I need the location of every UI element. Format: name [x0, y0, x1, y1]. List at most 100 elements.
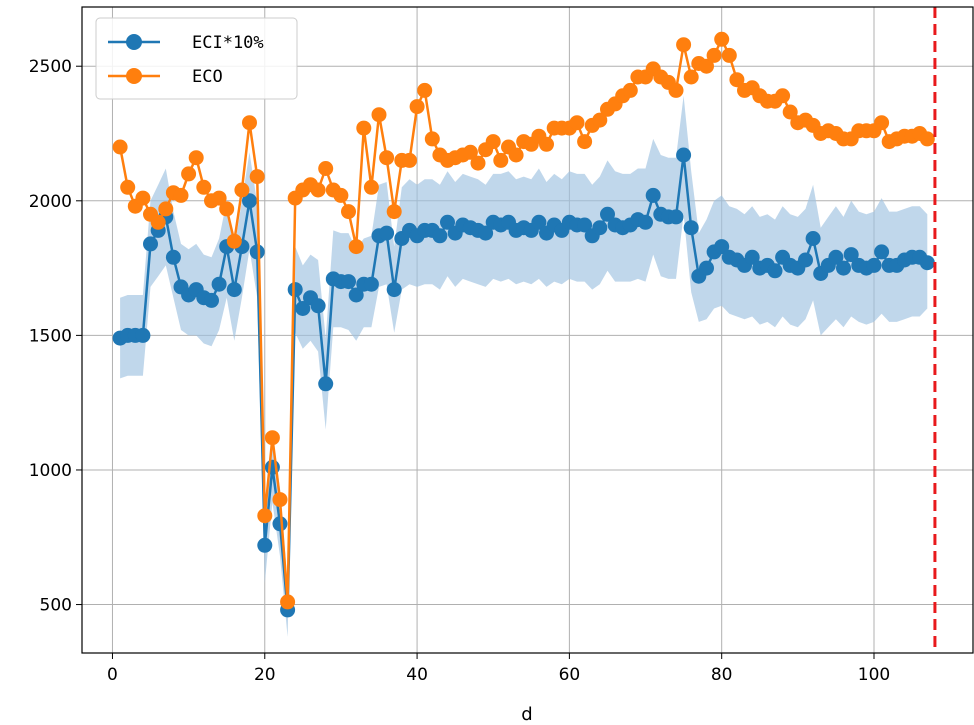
data-point	[828, 249, 844, 265]
data-point	[310, 182, 326, 198]
data-point	[356, 120, 372, 136]
data-point	[843, 247, 859, 263]
data-point	[409, 99, 425, 115]
data-point	[219, 201, 235, 217]
data-point	[699, 58, 714, 74]
data-point	[874, 115, 890, 131]
data-point	[242, 115, 257, 131]
data-point	[577, 217, 593, 233]
data-point	[531, 214, 547, 230]
data-point	[600, 206, 615, 222]
data-point	[805, 231, 821, 246]
data-point	[508, 147, 524, 163]
data-point	[173, 187, 189, 203]
data-point	[592, 112, 608, 128]
x-tick-label: 100	[858, 665, 890, 685]
y-tick-label: 2500	[29, 57, 72, 77]
data-point	[485, 134, 501, 150]
data-point	[143, 236, 158, 252]
data-point	[440, 214, 455, 230]
data-point	[866, 257, 882, 273]
legend: ECI*10% ECO	[95, 17, 298, 100]
data-point	[714, 239, 730, 255]
data-point	[112, 139, 128, 155]
data-point	[363, 179, 379, 195]
data-point	[280, 594, 296, 610]
data-point	[234, 182, 250, 198]
data-point	[478, 225, 494, 241]
data-point	[188, 150, 204, 166]
x-tick-label: 20	[254, 665, 276, 685]
data-point	[211, 276, 227, 292]
data-point	[706, 47, 722, 63]
series-1	[112, 31, 935, 610]
y-tick-label: 1000	[29, 461, 72, 481]
band-area	[120, 95, 928, 637]
data-point	[249, 244, 265, 260]
data-point	[196, 179, 212, 195]
data-point	[767, 263, 783, 279]
data-point	[264, 430, 280, 446]
data-point	[668, 82, 684, 98]
data-point	[226, 233, 242, 249]
legend-label: ECI*10%	[192, 33, 264, 53]
series-layer	[112, 31, 935, 618]
data-point	[310, 298, 326, 314]
data-point	[683, 69, 699, 85]
y-tick-label: 500	[40, 596, 72, 616]
data-point	[676, 37, 692, 53]
data-point	[150, 214, 166, 230]
data-point	[287, 282, 303, 298]
data-point	[714, 31, 730, 47]
data-point	[729, 72, 745, 88]
data-point	[348, 239, 364, 255]
data-point	[242, 193, 257, 209]
data-point	[341, 204, 356, 220]
data-point	[432, 228, 448, 244]
data-point	[272, 492, 288, 508]
x-tick-label: 40	[406, 665, 428, 685]
data-point	[493, 152, 509, 168]
data-point	[363, 276, 379, 292]
data-point	[775, 88, 791, 104]
data-point	[135, 190, 151, 206]
data-point	[676, 147, 692, 163]
data-point	[874, 244, 890, 260]
data-point	[798, 252, 813, 268]
data-point	[249, 169, 265, 185]
data-point	[638, 214, 653, 230]
data-point	[919, 255, 935, 271]
data-point	[333, 187, 349, 203]
data-point	[462, 144, 478, 160]
data-point	[645, 187, 661, 203]
data-point	[919, 131, 935, 147]
series-0	[112, 147, 935, 618]
data-point	[622, 82, 638, 98]
data-point	[699, 260, 714, 276]
data-point	[569, 115, 585, 131]
data-point	[683, 220, 699, 236]
data-point	[204, 292, 219, 308]
data-point	[158, 201, 174, 217]
x-tick-label: 60	[559, 665, 581, 685]
x-axis-label: d	[521, 704, 532, 725]
data-point	[295, 301, 311, 316]
data-point	[348, 287, 364, 303]
data-point	[272, 516, 288, 532]
data-point	[668, 209, 684, 225]
data-point	[211, 190, 227, 206]
data-point	[379, 150, 395, 166]
data-point	[402, 152, 417, 168]
data-point	[386, 282, 402, 298]
data-point	[379, 225, 395, 241]
confidence-band	[120, 95, 928, 637]
data-point	[417, 82, 433, 98]
data-point	[470, 155, 486, 171]
data-point	[135, 327, 151, 343]
data-point	[181, 166, 197, 182]
x-tick-label: 0	[107, 665, 118, 685]
data-point	[782, 104, 798, 120]
legend-marker	[126, 34, 142, 50]
data-point	[257, 508, 273, 524]
